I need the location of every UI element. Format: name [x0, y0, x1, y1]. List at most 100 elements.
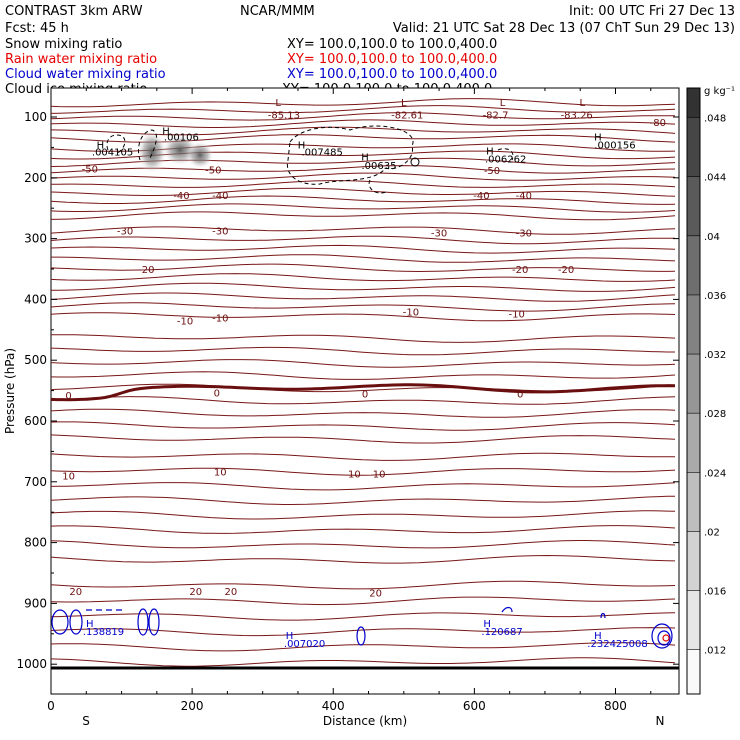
low-marker: L	[275, 98, 281, 109]
model-title: CONTRAST 3km ARW	[5, 4, 143, 19]
isotherm-line	[50, 371, 676, 380]
temperature-label: -40	[212, 191, 228, 202]
temperature-label: -30	[516, 229, 532, 240]
cloud-water-contour	[356, 626, 366, 646]
x-tick-label: 200	[181, 699, 204, 713]
temperature-label: -10	[212, 314, 228, 325]
extremum-value: .004105	[92, 148, 133, 159]
colorbar-segment	[687, 176, 700, 236]
temperature-label: -30	[117, 227, 133, 238]
temperature-label: 20	[369, 589, 382, 600]
isotherm-line	[50, 452, 676, 461]
x-start-label: S	[82, 714, 90, 728]
temperature-label: -85.13	[268, 111, 300, 122]
isotherm-line	[50, 421, 676, 431]
isotherm-line	[50, 346, 675, 356]
colorbar-segment	[687, 590, 700, 650]
isotherm-line	[50, 211, 676, 221]
extremum-value: .00635	[362, 161, 397, 172]
isotherm-line	[50, 434, 676, 444]
colorbar-level-label: .012	[704, 646, 726, 657]
isotherm-line	[50, 273, 676, 282]
isotherm-line	[50, 180, 676, 188]
isotherm-line	[50, 596, 676, 606]
colorbar-level-label: .028	[704, 409, 726, 420]
isotherm-line	[50, 540, 676, 549]
cloud-water-contour	[651, 623, 673, 649]
extremum-value: .007020	[284, 639, 325, 650]
isotherm-line	[50, 312, 676, 322]
extremum-value: .232425008	[587, 639, 647, 650]
colorbar-segment	[687, 649, 700, 694]
colorbar-unit: g kg⁻¹	[704, 86, 735, 97]
isotherm-line	[50, 302, 676, 312]
temperature-label: -20	[138, 265, 154, 276]
temperature-label: -50	[82, 165, 98, 176]
colorbar: .012 .016 .02 .024 .028 .032 .036 .04 .044 .048	[686, 87, 726, 695]
field-cloud-water-xy: XY= 100.0,100.0 to 100.0,400.0	[287, 67, 497, 82]
cloud-water-contour	[137, 608, 149, 636]
colorbar-level-label: .032	[704, 350, 726, 361]
cloud-water-contour	[51, 609, 69, 635]
temperature-label: 20	[69, 587, 82, 598]
isotherm-line	[50, 408, 676, 418]
cloud-ice-contour	[138, 129, 157, 161]
cloud-ice-contour	[410, 157, 420, 167]
temperature-label: 0	[65, 391, 71, 402]
y-tick-label: 600	[24, 414, 47, 428]
isotherm-line	[50, 359, 676, 368]
extremum-value: .006262	[485, 154, 526, 165]
colorbar-segment	[687, 88, 700, 118]
cloud-ice-contour	[497, 148, 514, 161]
temperature-label: 0	[214, 388, 220, 399]
temperature-label: -30	[431, 229, 447, 240]
isotherm-line	[50, 203, 676, 213]
rain-water-contour	[662, 634, 670, 642]
temperature-label: -30	[212, 227, 228, 238]
temperature-label: 10	[373, 469, 386, 480]
isotherm-line	[50, 112, 676, 121]
temperature-labels: -85.13 -82.61 -82.7 -83.26 -80 -50 -50 -50 -40 -4…	[62, 111, 666, 600]
isotherm-line	[50, 657, 676, 667]
init-time: Init: 00 UTC Fri 27 Dec 13	[569, 4, 735, 19]
y-tick-label: 500	[24, 353, 47, 367]
isotherm-line	[50, 554, 676, 564]
temperature-label: 10	[214, 468, 227, 479]
temperature-label: -20	[558, 265, 574, 276]
isotherm-line	[50, 98, 676, 108]
extremum-value: .007485	[302, 148, 343, 159]
temperature-label: -83.26	[561, 111, 593, 122]
colorbar-level-label: .04	[704, 232, 720, 243]
x-end-label: N	[656, 714, 665, 728]
isotherm-line	[50, 292, 676, 302]
isotherm-line	[50, 172, 676, 181]
y-tick-label: 700	[24, 475, 47, 489]
y-axis-label: Pressure (hPa)	[3, 348, 17, 434]
temperature-label: -40	[173, 191, 189, 202]
high-marker: H	[594, 133, 602, 144]
high-marker: H	[594, 631, 602, 642]
colorbar-level-label: .044	[704, 173, 726, 184]
colorbar-frame	[686, 87, 701, 695]
high-marker: H	[361, 153, 369, 164]
temperature-label: 0	[362, 390, 368, 401]
high-marker: H	[486, 146, 494, 157]
y-tick-label: 1000	[16, 657, 47, 671]
x-axis-label: Distance (km)	[323, 714, 407, 728]
extremum-value: .138819	[83, 627, 124, 638]
cloud-ice-contour	[286, 125, 414, 185]
cloud-water-contour	[148, 608, 160, 636]
temperature-label: -40	[473, 191, 489, 202]
field-snow-label: Snow mixing ratio	[5, 37, 122, 52]
isotherm-line	[50, 187, 676, 197]
snow-blob	[137, 130, 167, 174]
high-marker: H	[483, 619, 491, 630]
temperature-label: -80	[650, 118, 666, 129]
isotherm-line	[50, 627, 676, 637]
isotherm-line	[50, 235, 675, 245]
isotherm-line	[50, 263, 676, 273]
y-tick-label: 200	[24, 171, 47, 185]
